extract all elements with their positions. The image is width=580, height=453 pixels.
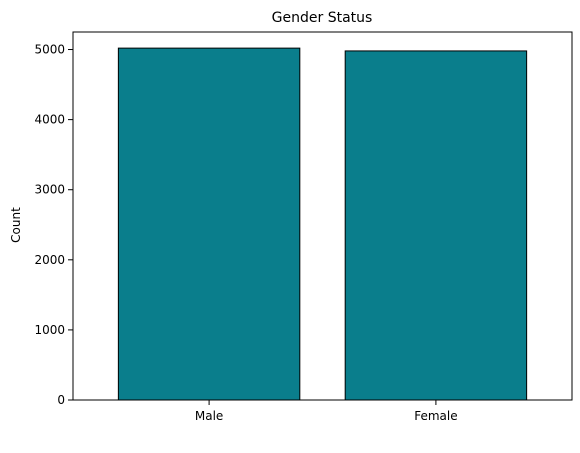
- y-tick-label: 5000: [34, 43, 65, 57]
- y-tick-label: 4000: [34, 113, 65, 127]
- y-tick-label: 1000: [34, 323, 65, 337]
- y-tick-label: 2000: [34, 253, 65, 267]
- y-axis-label: Count: [9, 207, 23, 243]
- y-tick-label: 0: [57, 393, 65, 407]
- plot-area: Male Female 0 1000 2000 3000 4000 5000: [34, 31, 573, 423]
- chart-title: Gender Status: [272, 10, 373, 26]
- x-tick-label: Male: [195, 409, 223, 423]
- bar-male: [117, 47, 301, 401]
- bar-female: [344, 50, 528, 401]
- y-tick-label: 3000: [34, 183, 65, 197]
- axes-frame: [72, 31, 573, 401]
- x-tick-label: Female: [414, 409, 457, 423]
